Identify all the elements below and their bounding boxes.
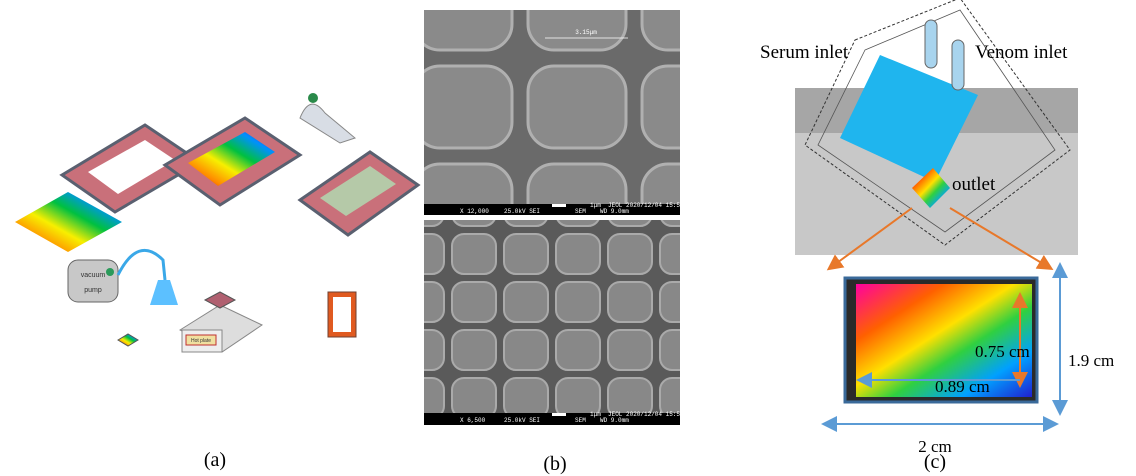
panel-label: (b) [543,453,566,475]
panel-label: (c) [924,451,946,473]
pump-label: pump [84,287,102,294]
figure: vacuum pump Hot plate (a) 3.15μm X 12,00… [0,0,1136,476]
frame-on-plate [205,292,235,308]
hot-plate-label: Hot plate [191,338,211,344]
flask-cap [308,93,318,103]
sem-text: X 12,000 [460,208,489,215]
nozzle [150,280,178,305]
sem-image [424,10,680,215]
annotation: outlet [952,174,996,195]
pump-button [106,268,114,276]
sem-text: 25.0kV SEI [504,417,540,424]
scale-bar [552,204,566,207]
flask [300,104,355,143]
annotation: Venom inlet [975,42,1068,63]
pump [68,260,118,302]
panel-c: Serum inlet Venom inlet outlet 0.75 cm 0… [760,0,1114,473]
sem-text: SEM [575,417,586,424]
sample [118,334,138,346]
product-inner [333,297,351,332]
panel-b: 3.15μm X 12,000 25.0kV SEI SEM 1μm JEOL … [424,10,695,475]
sem-text: X 6,500 [460,417,486,424]
panel-a: vacuum pump Hot plate (a) [15,93,418,471]
inlet-tube [952,40,964,90]
sem-image [424,220,680,425]
sem-text: SEM [575,208,586,215]
sem-text: 2020/12/04 15:55:03 [626,411,695,418]
sem-text: 25.0kV SEI [504,208,540,215]
panel-label: (a) [204,449,226,471]
sem-text: WD 9.0mm [600,417,629,424]
sem-text: WD 9.0mm [600,208,629,215]
scale-bar [552,413,566,416]
dimension: 0.89 cm [935,377,990,396]
measurement: 3.15μm [575,29,597,36]
annotation: Serum inlet [760,42,849,63]
pump-label: vacuum [81,272,106,279]
dimension: 1.9 cm [1068,351,1114,370]
dimension: 0.75 cm [975,342,1030,361]
tube [118,250,165,280]
inlet-tube [925,20,937,68]
sem-text: 2020/12/04 15:56:23 [626,202,695,209]
